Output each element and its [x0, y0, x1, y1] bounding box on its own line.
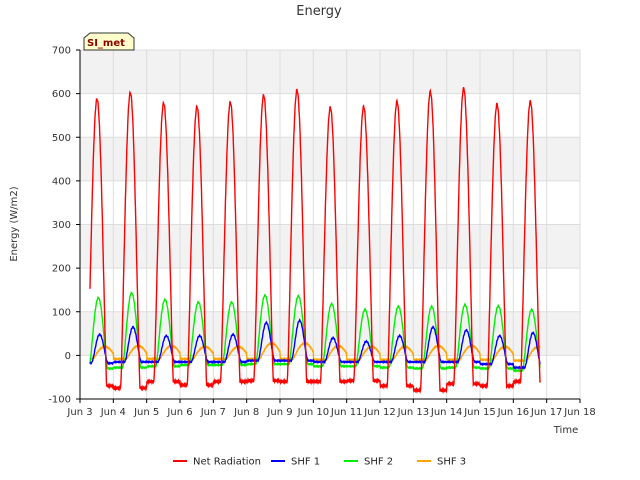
x-axis-title: Time — [553, 425, 578, 436]
x-tick-label: Jun 12 — [363, 407, 396, 418]
series-line-shf-2 — [89, 291, 541, 373]
plot-band — [80, 311, 580, 356]
legend-label: Net Radiation — [193, 457, 261, 468]
x-tick-label: Jun 10 — [297, 407, 330, 418]
legend-label: SHF 1 — [291, 457, 320, 468]
plot-band — [80, 50, 580, 94]
y-axis-title: Energy (W/m2) — [9, 186, 20, 261]
x-tick-label: Jun 8 — [233, 407, 259, 418]
x-tick-label: Jun 7 — [200, 407, 226, 418]
y-tick-label: 600 — [52, 89, 71, 100]
y-tick-label: 200 — [52, 264, 71, 275]
y-tick-label: 100 — [52, 307, 71, 318]
x-tick-label: Jun 6 — [166, 407, 192, 418]
x-tick-label: Jun 18 — [563, 407, 596, 418]
y-tick-label: -100 — [48, 395, 71, 406]
y-tick-label: 0 — [65, 351, 71, 362]
legend: Net Radiation SHF 1 SHF 2 SHF 3 — [173, 457, 466, 468]
site-badge: SI_met — [83, 32, 135, 51]
site-badge-label: SI_met — [87, 38, 125, 49]
chart-title: Energy — [296, 4, 342, 19]
plot-band — [80, 224, 580, 269]
x-tick-label: Jun 11 — [330, 407, 363, 418]
legend-label: SHF 2 — [364, 457, 393, 468]
x-tick-label: Jun 13 — [397, 407, 430, 418]
series-line-shf-1 — [89, 318, 541, 370]
y-tick-label: 400 — [52, 176, 71, 187]
x-tick-label: Jun 9 — [266, 407, 292, 418]
series-line-net-radiation — [89, 87, 541, 395]
x-tick-label: Jun 4 — [100, 407, 126, 418]
y-tick-label: 700 — [52, 46, 71, 57]
y-axis-ticks: -100 0 100 200 300 400 500 600 700 — [48, 46, 80, 406]
y-tick-label: 500 — [52, 133, 71, 144]
x-tick-label: Jun 15 — [463, 407, 496, 418]
legend-label: SHF 3 — [437, 457, 466, 468]
x-tick-label: Jun 3 — [66, 407, 92, 418]
series-layer — [89, 87, 541, 395]
series-line-shf-3 — [89, 341, 541, 363]
x-tick-label: Jun 16 — [497, 407, 530, 418]
plot-band — [80, 137, 580, 181]
x-tick-label: Jun 5 — [133, 407, 159, 418]
x-tick-label: Jun 14 — [430, 407, 463, 418]
x-axis-ticks: Jun 3 Jun 4 Jun 5 Jun 6 Jun 7 Jun 8 Jun 9 Jun 1… — [66, 399, 596, 418]
y-tick-label: 300 — [52, 220, 71, 231]
x-tick-label: Jun 17 — [530, 407, 563, 418]
